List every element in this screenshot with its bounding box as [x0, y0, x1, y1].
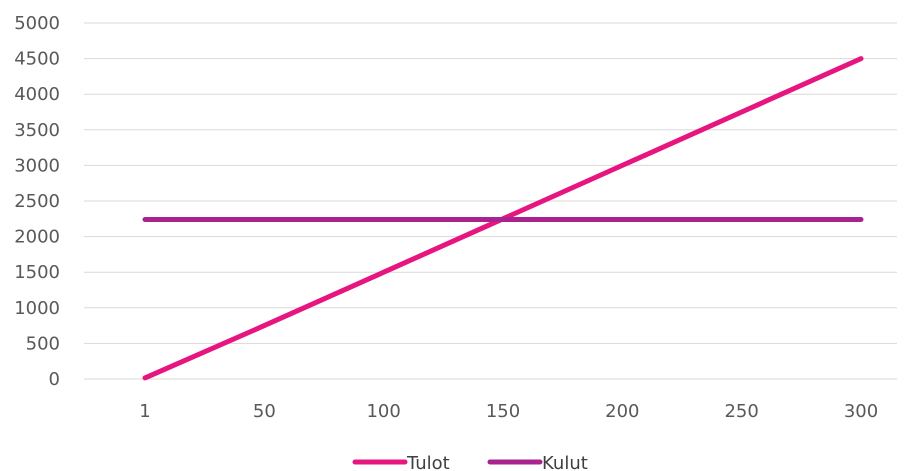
legend-label-kulut: Kulut [542, 453, 588, 471]
x-tick-label: 1 [139, 401, 150, 422]
y-tick-label: 4000 [14, 84, 60, 105]
y-tick-label: 4500 [14, 49, 60, 70]
x-tick-label: 150 [486, 401, 520, 422]
y-axis-ticks: 0 500 1000 1500 2000 2500 3000 3500 4000 4500 5000 [14, 13, 60, 390]
y-tick-label: 1000 [14, 298, 60, 319]
legend: Tulot Kulut [352, 453, 588, 471]
legend-label-tulot: Tulot [406, 453, 450, 471]
x-tick-label: 200 [605, 401, 639, 422]
y-tick-label: 1500 [14, 262, 60, 283]
y-tick-label: 3000 [14, 155, 60, 176]
x-tick-label: 250 [724, 401, 758, 422]
x-tick-label: 50 [253, 401, 276, 422]
x-tick-label: 300 [844, 401, 878, 422]
series-lines [142, 56, 864, 381]
y-tick-label: 0 [49, 369, 60, 390]
x-tick-label: 100 [366, 401, 400, 422]
y-tick-label: 2500 [14, 191, 60, 212]
x-axis-ticks: 1 50 100 150 200 250 300 [139, 401, 878, 422]
y-tick-label: 500 [26, 333, 60, 354]
y-tick-label: 2000 [14, 227, 60, 248]
gridlines [84, 22, 897, 380]
y-tick-label: 3500 [14, 120, 60, 141]
y-tick-label: 5000 [14, 13, 60, 34]
